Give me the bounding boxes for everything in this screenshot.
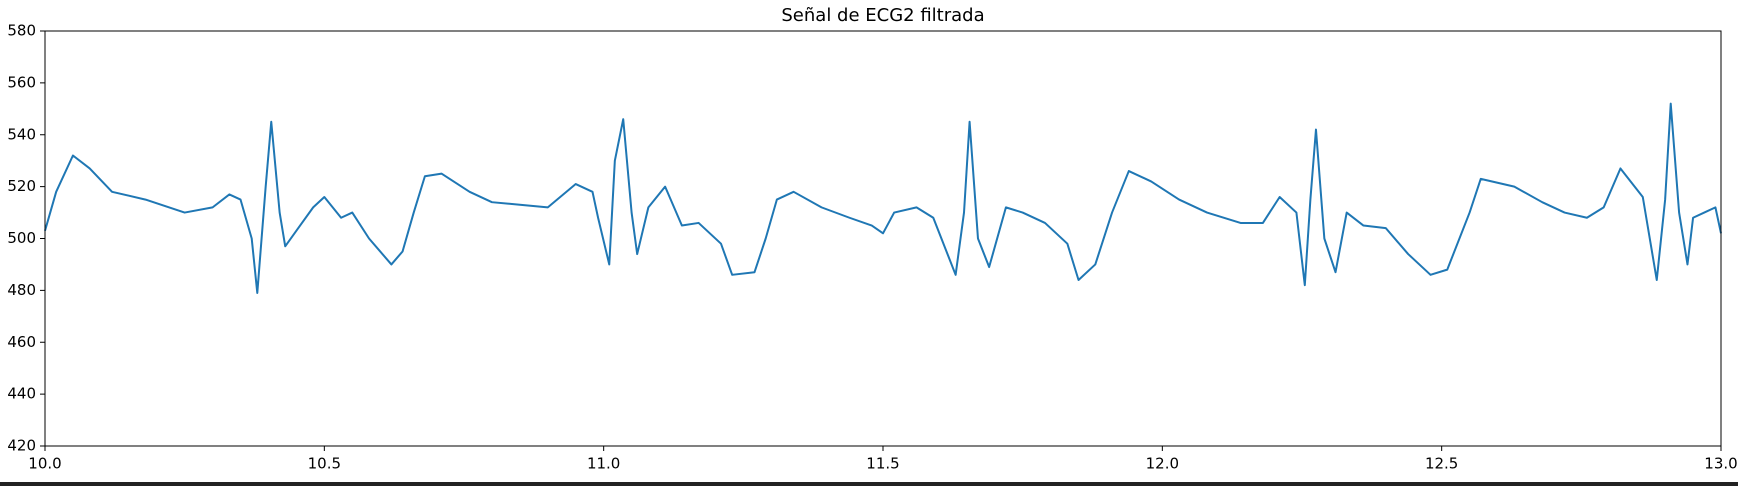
x-tick-label: 13.0 (1704, 455, 1737, 473)
y-tick-label: 440 (7, 385, 36, 403)
y-tick-label: 580 (7, 22, 36, 40)
y-tick-label: 500 (7, 229, 36, 247)
x-tick-label: 12.5 (1425, 455, 1458, 473)
ecg-line (44, 102, 1722, 294)
x-tick-label: 11.0 (587, 455, 620, 473)
y-tick-label: 560 (7, 73, 36, 91)
plot-frame (44, 30, 1722, 447)
y-tick-label: 480 (7, 281, 36, 299)
y-tick-label: 460 (7, 333, 36, 351)
y-tick-label: 520 (7, 177, 36, 195)
bottom-bar (0, 482, 1738, 486)
y-tick-label: 540 (7, 125, 36, 143)
x-tick-label: 12.0 (1146, 455, 1179, 473)
y-tick-label: 420 (7, 437, 36, 455)
x-tick-label: 10.5 (308, 455, 341, 473)
x-tick-label: 10.0 (28, 455, 61, 473)
chart-title: Señal de ECG2 filtrada (781, 5, 984, 26)
x-tick-label: 11.5 (866, 455, 899, 473)
